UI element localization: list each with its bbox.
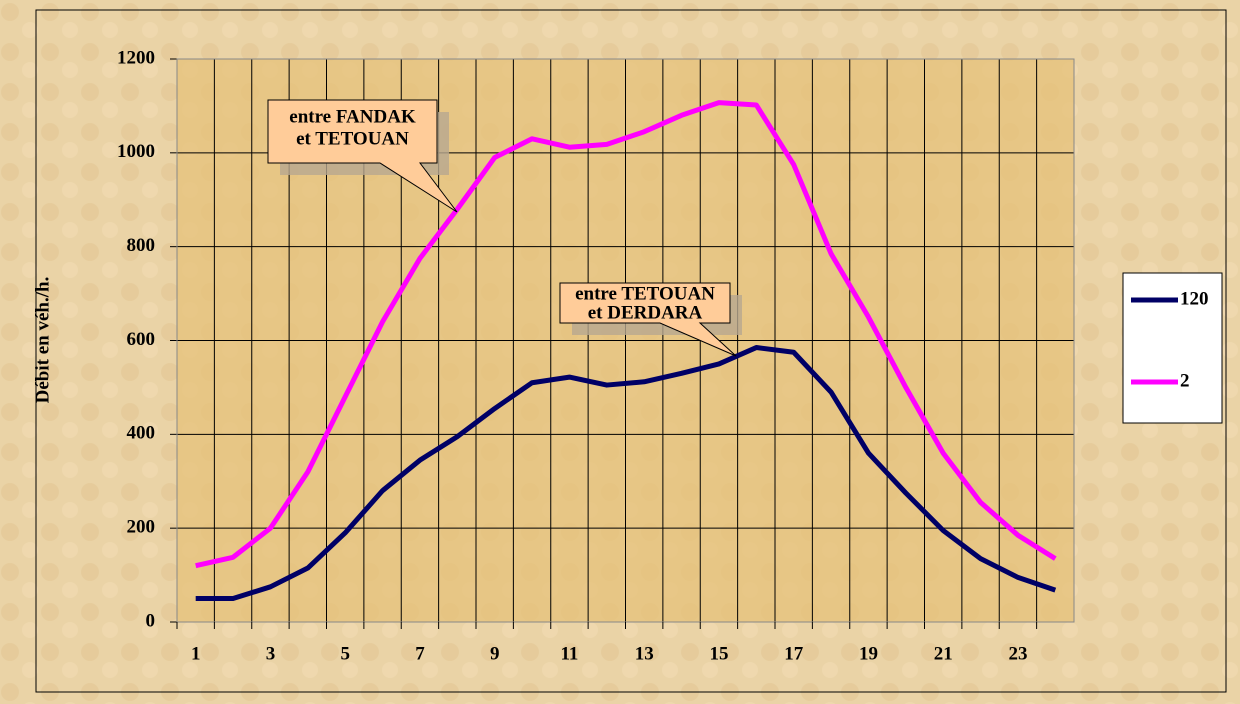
callout-text: entre TETOUAN bbox=[575, 283, 715, 304]
chart-border bbox=[35, 9, 1227, 693]
y-tick-label: 1000 bbox=[117, 141, 155, 162]
callout-text: et TETOUAN bbox=[296, 128, 409, 149]
series-line bbox=[195, 100, 1057, 569]
legend-label: 120 bbox=[1180, 288, 1209, 309]
x-tick-label: 3 bbox=[266, 643, 276, 664]
x-tick-label: 1 bbox=[191, 643, 201, 664]
series-line bbox=[195, 345, 1057, 602]
x-tick-label: 5 bbox=[340, 643, 350, 664]
x-tick-label: 19 bbox=[859, 643, 878, 664]
y-tick-label: 400 bbox=[127, 423, 156, 444]
legend-label: 2 bbox=[1180, 370, 1190, 391]
x-tick-label: 7 bbox=[415, 643, 425, 664]
callout bbox=[267, 99, 458, 213]
callout-text: et DERDARA bbox=[588, 302, 703, 323]
y-tick-label: 600 bbox=[127, 329, 156, 350]
x-tick-label: 23 bbox=[1008, 643, 1027, 664]
x-tick-label: 13 bbox=[635, 643, 654, 664]
x-tick-label: 11 bbox=[560, 643, 578, 664]
callout-text: entre FANDAK bbox=[289, 106, 416, 127]
y-tick-label: 1200 bbox=[117, 47, 155, 68]
x-tick-label: 17 bbox=[784, 643, 804, 664]
y-axis-title: Débit en véh./h. bbox=[32, 277, 53, 404]
x-tick-label: 21 bbox=[934, 643, 953, 664]
x-tick-label: 15 bbox=[709, 643, 728, 664]
x-tick-label: 9 bbox=[490, 643, 500, 664]
callout bbox=[559, 282, 737, 357]
y-tick-label: 200 bbox=[127, 517, 156, 538]
y-tick-label: 800 bbox=[127, 235, 156, 256]
y-tick-label: 0 bbox=[146, 610, 156, 631]
